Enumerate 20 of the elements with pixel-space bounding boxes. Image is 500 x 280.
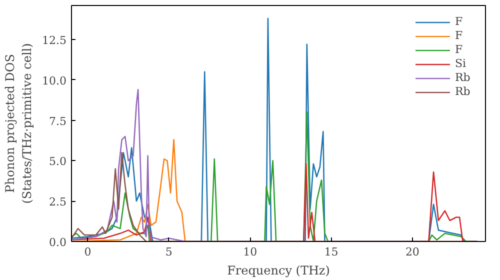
y-tick-label: 2.5 (49, 196, 67, 209)
legend-label: F (455, 15, 464, 28)
legend-label: Rb (455, 71, 472, 84)
x-tick-label: 5 (165, 246, 172, 258)
x-tick-label: 15 (324, 246, 338, 258)
y-tick-label: 0.0 (49, 236, 67, 249)
legend-label: Rb (455, 85, 472, 98)
y-tick-label: 7.5 (49, 114, 67, 128)
x-axis-title: Frequency (THz) (227, 264, 330, 278)
legend-label: F (455, 43, 464, 56)
x-tick-label: 0 (84, 246, 92, 258)
legend-label: Si (455, 57, 468, 70)
y-tick-label: 10.0 (42, 74, 67, 88)
line-series (72, 152, 147, 242)
x-tick-label: 10 (243, 246, 258, 258)
y-tick-label: 12.5 (42, 34, 67, 47)
y-tick-label: 5.0 (49, 155, 67, 168)
y-axis-title: Phonon projected DOS (States/THz·primitive cell) (3, 43, 34, 204)
legend-label: F (455, 29, 464, 42)
x-tick-label: 20 (405, 246, 420, 258)
